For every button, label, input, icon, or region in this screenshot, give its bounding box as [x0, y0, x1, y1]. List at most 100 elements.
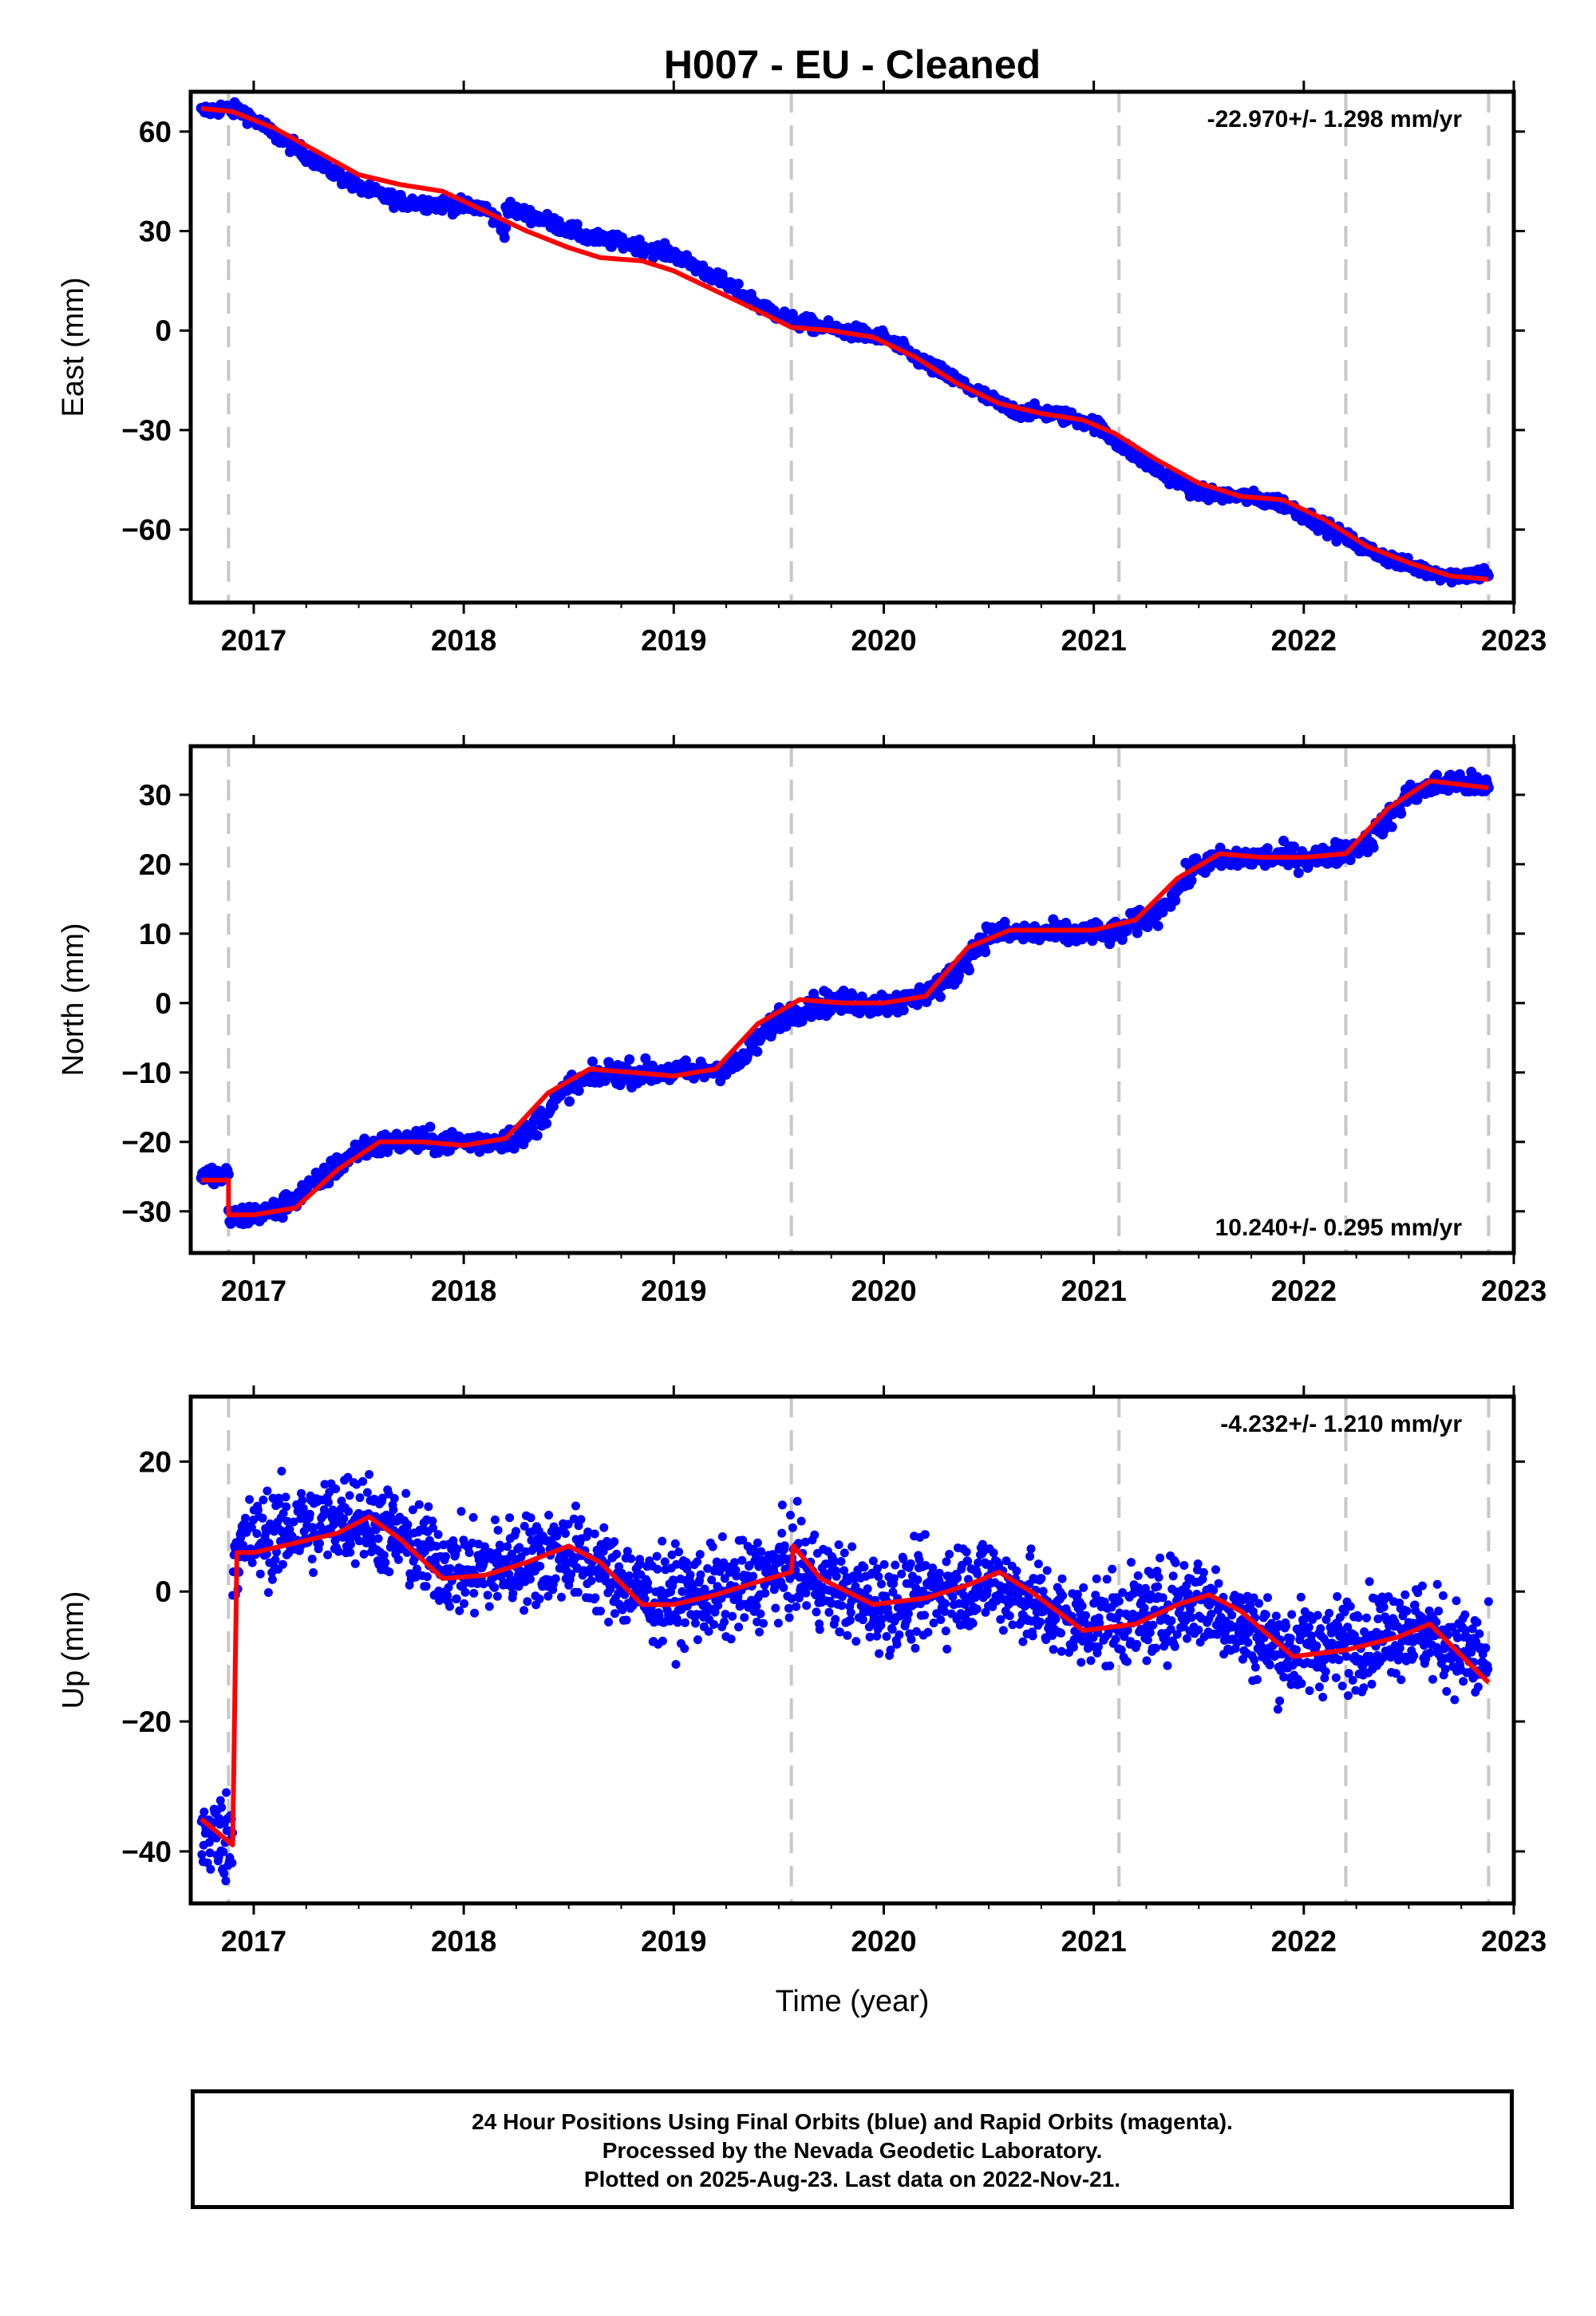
plot-frame: [188, 89, 1516, 605]
data-point: [401, 1488, 411, 1498]
data-point: [331, 1484, 341, 1494]
data-point: [961, 1614, 970, 1623]
data-point: [851, 1637, 861, 1646]
data-point: [279, 1508, 288, 1518]
data-point: [576, 1515, 586, 1524]
data-point: [227, 1858, 237, 1867]
data-point: [371, 1525, 381, 1535]
data-point: [1215, 842, 1226, 853]
x-tick-label: 2021: [1061, 624, 1126, 657]
data-point: [1036, 1617, 1045, 1626]
y-tick-label: −10: [121, 1057, 172, 1089]
up-panel: 2017 2018 2019 2020 2021 2022 2023200−20−40Up …: [57, 1385, 1547, 2018]
data-point: [968, 1618, 978, 1628]
data-point: [468, 1512, 478, 1522]
data-point: [872, 1631, 882, 1641]
y-tick-label: 10: [139, 918, 172, 951]
x-tick-label: 2022: [1271, 1275, 1337, 1307]
data-point: [596, 1607, 605, 1616]
x-tick-label: 2020: [851, 1275, 916, 1307]
data-point: [1211, 1565, 1220, 1575]
data-point: [587, 1576, 596, 1586]
data-point: [1148, 1620, 1158, 1630]
data-point: [264, 1539, 274, 1547]
data-point: [1343, 1691, 1353, 1701]
data-point: [948, 1592, 958, 1602]
data-point: [573, 1085, 584, 1097]
x-tick-label: 2020: [851, 1925, 916, 1958]
data-point: [1142, 1656, 1152, 1666]
data-point: [618, 1605, 627, 1614]
data-point: [681, 1558, 691, 1567]
x-tick-label: 2022: [1271, 1925, 1337, 1958]
data-point: [812, 1607, 821, 1617]
data-point: [923, 1627, 933, 1637]
data-point: [1092, 1574, 1101, 1583]
data-point: [365, 1470, 374, 1479]
data-point: [215, 1796, 225, 1805]
data-point: [512, 1527, 520, 1536]
data-point: [911, 1583, 921, 1593]
data-point: [1334, 1655, 1344, 1665]
data-point: [660, 1557, 670, 1567]
x-tick-label: 2020: [851, 624, 916, 657]
data-point: [658, 1536, 667, 1546]
data-point: [1396, 808, 1407, 819]
data-point: [1341, 1652, 1351, 1661]
data-point: [334, 1547, 343, 1556]
data-point: [670, 1539, 680, 1548]
chart-title: H007 - EU - Cleaned: [664, 42, 1041, 87]
data-point: [1049, 1645, 1058, 1654]
data-point: [309, 1568, 318, 1577]
data-point: [941, 1626, 950, 1636]
data-point: [740, 1613, 749, 1622]
data-point: [1025, 1551, 1035, 1561]
data-point: [858, 1615, 867, 1625]
data-point: [1365, 1577, 1374, 1587]
data-point: [255, 1569, 265, 1579]
x-tick-label: 2017: [221, 1925, 286, 1958]
data-point: [704, 1626, 713, 1636]
data-point: [252, 1529, 262, 1539]
x-tick-label: 2019: [641, 1275, 706, 1307]
data-point: [875, 1649, 884, 1658]
data-area: [196, 766, 1494, 1230]
data-point: [614, 1562, 624, 1571]
y-tick-label: −30: [121, 414, 172, 447]
data-point: [753, 1538, 762, 1547]
data-point: [892, 1639, 902, 1649]
data-point: [1152, 920, 1163, 931]
data-point: [942, 1557, 951, 1567]
data-point: [1282, 1621, 1290, 1630]
data-point: [1312, 1641, 1321, 1650]
data-point: [680, 1055, 691, 1066]
x-axis-label: Time (year): [776, 1985, 930, 2018]
rate-label: 10.240+/- 0.295 mm/yr: [1215, 1215, 1463, 1241]
data-point: [1287, 1610, 1297, 1619]
data-point: [1182, 1581, 1191, 1591]
data-point: [954, 970, 964, 981]
data-point: [1214, 1579, 1223, 1588]
data-point: [1187, 1613, 1196, 1622]
data-point: [1391, 1669, 1400, 1678]
data-point: [567, 1569, 576, 1579]
data-point: [693, 1557, 702, 1567]
data-point: [483, 1591, 492, 1600]
data-point: [888, 1587, 898, 1597]
data-point: [906, 1559, 915, 1568]
data-point: [1373, 1614, 1383, 1623]
x-tick-label: 2021: [1061, 1925, 1126, 1958]
data-point: [911, 1643, 920, 1653]
data-point: [591, 1593, 600, 1603]
data-point: [834, 1540, 843, 1550]
plot-frame: [188, 744, 1516, 1255]
data-point: [780, 1541, 789, 1551]
data-point: [239, 1540, 248, 1550]
data-point: [1156, 1553, 1165, 1563]
data-point: [962, 1547, 971, 1557]
data-point: [350, 1559, 360, 1568]
data-point: [1468, 1624, 1477, 1634]
data-point: [455, 1606, 464, 1615]
data-point: [281, 1492, 290, 1502]
data-point: [700, 1584, 709, 1594]
